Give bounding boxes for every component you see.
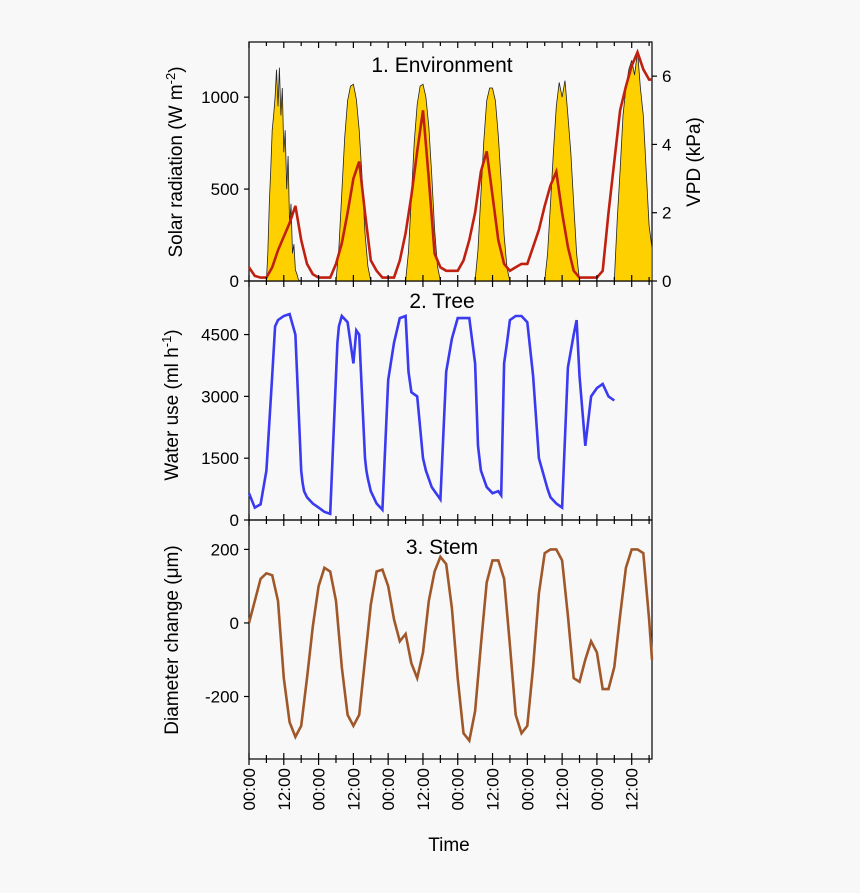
solar-radiation-area [249,51,653,282]
ytick-label: 0 [230,614,239,633]
ytick-label: 3000 [201,387,239,406]
diameter-change-ylabel: Diameter change (μm) [162,545,183,734]
vpd-line [247,48,652,279]
vpd-yticks: 0 2 4 6 [652,67,671,291]
solar-radiation-area-path [249,51,653,282]
xtick-label: 00:00 [379,768,398,811]
xtick-label: 12:00 [484,768,503,811]
diameter-change-line-path [247,548,654,744]
xtick-label: 00:00 [240,768,259,811]
panel-stem-frame [248,519,653,760]
water-use-line [247,312,616,516]
xtick-label: 00:00 [588,768,607,811]
xtick-label: 12:00 [275,768,294,811]
solar-yticks: 0 500 1000 [201,88,249,291]
panel-tree-title: 2. Tree [409,290,474,313]
vpd-ylabel: VPD (kPa) [684,117,705,207]
time-xlabel: Time [428,835,470,856]
ytick-label: 200 [211,540,239,559]
xtick-label: 00:00 [310,768,329,811]
xtick-label: 12:00 [414,768,433,811]
panel-stem-title: 3. Stem [406,536,478,559]
xtick-label: 12:00 [344,768,363,811]
ytick-label: 1500 [201,449,239,468]
diameter-change-line [247,548,654,744]
water-use-line-path [247,312,616,516]
xtick-label: 00:00 [518,768,537,811]
xtick-label: 12:00 [623,768,642,811]
panel-environment-frame [248,41,653,282]
panel-environment: 0 500 1000 0 2 4 6 1. Environment Solar radia… [163,41,705,291]
diameter-yticks: -200 0 200 [205,540,249,706]
ytick-label: 0 [662,272,671,291]
xtick-label: 12:00 [553,768,572,811]
water-use-ylabel: Water use (ml h-1) [159,329,183,480]
ytick-label: -200 [205,687,239,706]
panel-environment-title: 1. Environment [371,54,512,77]
solar-radiation-ylabel: Solar radiation (W m-2) [163,66,187,257]
ytick-label: 2 [662,204,671,223]
time-tick-labels: 00:00 12:00 00:00 12:00 00:00 12:00 00:00 12:00… [240,768,642,811]
ytick-label: 4500 [201,326,239,345]
ytick-label: 1000 [201,88,239,107]
ytick-label: 500 [211,180,239,199]
panel-stem-xticks [248,520,650,765]
ytick-label: 0 [230,511,239,530]
water-use-yticks: 0 1500 3000 4500 [201,326,249,530]
vpd-line-path [247,48,652,279]
xtick-label: 00:00 [449,768,468,811]
panel-tree: 0 1500 3000 4500 2. Tree Water use (ml h-1) [159,280,653,530]
ytick-label: 6 [662,67,671,86]
ytick-label: 4 [662,135,671,154]
panel-tree-xticks [248,281,650,520]
panel-environment-xticks [248,42,650,281]
ytick-label: 0 [230,272,239,291]
